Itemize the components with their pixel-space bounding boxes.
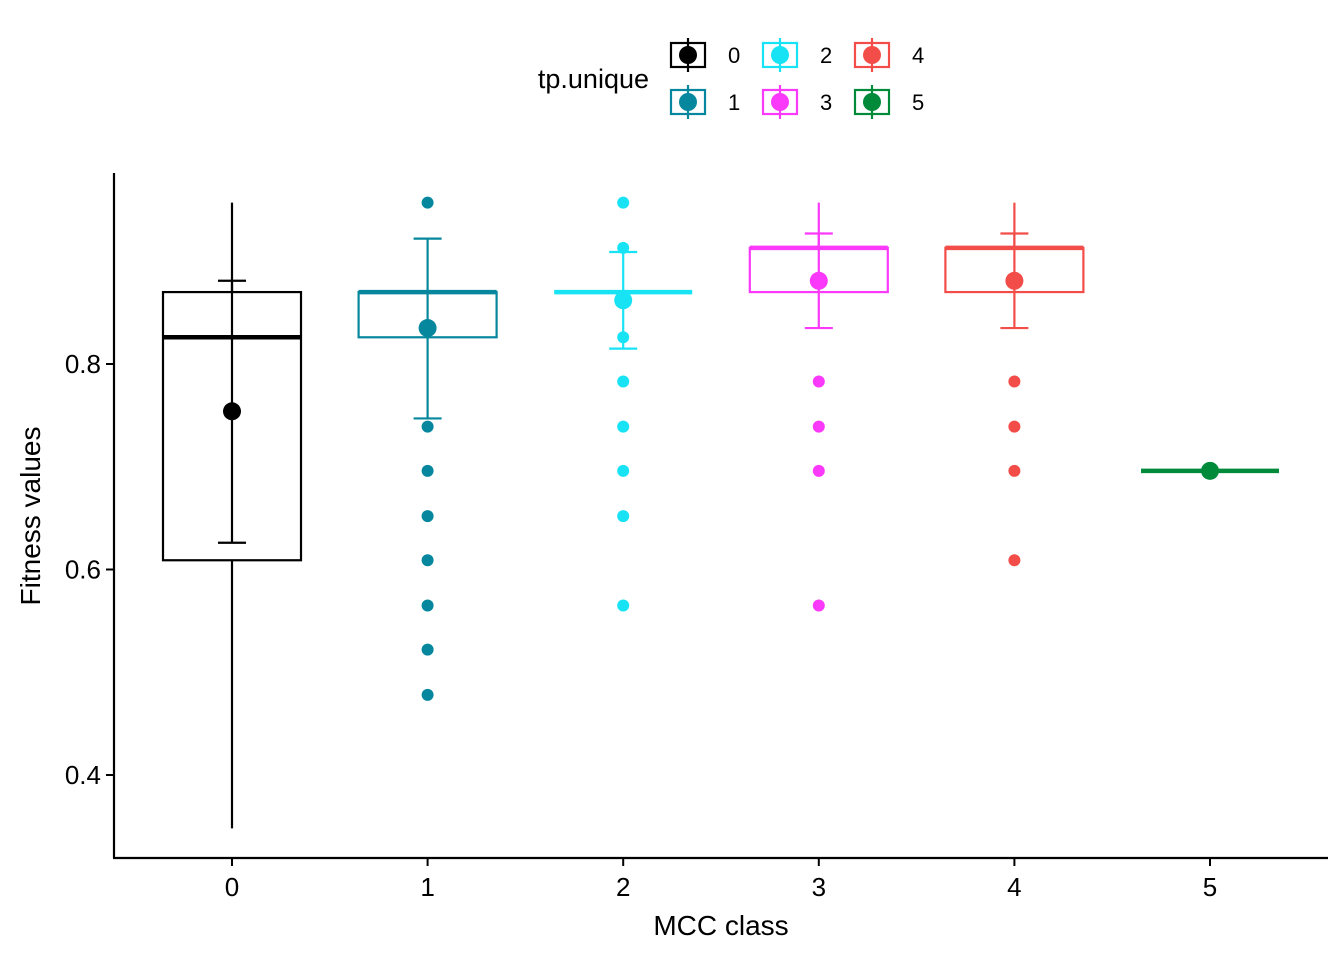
legend-key-dot	[679, 46, 697, 64]
x-axis-title: MCC class	[653, 910, 788, 941]
axes: 0.4 0.6 0.8 0 1 2 3 4 5 MCC class Fitness value…	[15, 173, 1328, 941]
legend-label: 0	[728, 43, 740, 68]
y-axis-title: Fitness values	[15, 427, 46, 606]
outlier-point	[421, 464, 434, 477]
outlier-point	[421, 554, 434, 567]
box-group-0	[161, 202, 303, 829]
legend-key-1: 1	[669, 85, 740, 119]
outlier-point	[617, 599, 630, 612]
legend-key-2: 2	[761, 38, 832, 72]
legend-key-5: 5	[853, 85, 924, 119]
x-tick-label: 4	[1007, 872, 1021, 902]
legend-label: 3	[820, 90, 832, 115]
box-group-4	[944, 202, 1085, 567]
box-group-5	[1141, 461, 1279, 480]
mean-point	[1005, 271, 1024, 290]
outlier-point	[1008, 554, 1021, 567]
outlier-point	[617, 241, 630, 254]
outlier-point	[1008, 375, 1021, 388]
mean-point	[1201, 461, 1219, 480]
y-tick-label: 0.4	[65, 760, 101, 790]
legend-key-dot	[679, 93, 697, 111]
outlier-point	[812, 420, 825, 433]
x-tick-label: 1	[420, 872, 434, 902]
outlier-point	[617, 375, 630, 388]
outlier-point	[617, 464, 630, 477]
legend-key-dot	[771, 46, 789, 64]
outlier-point	[617, 510, 630, 523]
mean-point	[809, 271, 828, 290]
outlier-point	[617, 196, 630, 209]
mean-point	[614, 291, 633, 310]
outlier-point	[421, 688, 434, 701]
box-group-1	[357, 196, 498, 701]
legend-key-3: 3	[761, 85, 832, 119]
legend-label: 5	[912, 90, 924, 115]
legend-key-4: 4	[853, 38, 924, 72]
outlier-point	[812, 599, 825, 612]
legend-label: 4	[912, 43, 924, 68]
legend-key-dot	[771, 93, 789, 111]
outlier-point	[421, 599, 434, 612]
y-tick-label: 0.6	[65, 555, 101, 585]
box-group-2	[554, 196, 693, 612]
plot-area	[161, 196, 1279, 829]
mean-point	[418, 319, 437, 338]
legend-title: tp.unique	[538, 64, 649, 94]
x-tick-label: 2	[616, 872, 630, 902]
x-tick-label: 3	[812, 872, 826, 902]
legend: tp.unique 0 1 2 3 4 5	[538, 38, 924, 119]
outlier-point	[421, 196, 434, 209]
y-tick-label: 0.8	[65, 349, 101, 379]
outlier-point	[812, 375, 825, 388]
box-group-3	[748, 202, 889, 612]
mean-point	[223, 402, 241, 421]
outlier-point	[1008, 420, 1021, 433]
outlier-point	[1008, 464, 1021, 477]
outlier-point	[617, 420, 630, 433]
x-tick-label: 0	[225, 872, 239, 902]
outlier-point	[421, 510, 434, 523]
legend-label: 1	[728, 90, 740, 115]
x-tick-label: 5	[1203, 872, 1217, 902]
legend-key-0: 0	[669, 38, 740, 72]
outlier-point	[812, 464, 825, 477]
legend-key-dot	[863, 93, 881, 111]
outlier-point	[421, 643, 434, 656]
outlier-point	[421, 420, 434, 433]
legend-label: 2	[820, 43, 832, 68]
legend-key-dot	[863, 46, 881, 64]
